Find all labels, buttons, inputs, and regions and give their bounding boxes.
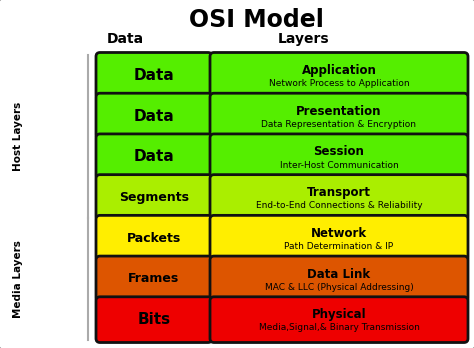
FancyBboxPatch shape bbox=[210, 256, 468, 302]
FancyBboxPatch shape bbox=[96, 93, 212, 139]
Text: Session: Session bbox=[314, 145, 365, 158]
FancyBboxPatch shape bbox=[210, 53, 468, 98]
Text: Data Link: Data Link bbox=[308, 268, 371, 280]
Text: Data: Data bbox=[134, 149, 174, 164]
Text: Network Process to Application: Network Process to Application bbox=[269, 79, 410, 88]
Text: Data Representation & Encryption: Data Representation & Encryption bbox=[262, 120, 417, 129]
Text: MAC & LLC (Physical Addressing): MAC & LLC (Physical Addressing) bbox=[264, 283, 413, 292]
FancyBboxPatch shape bbox=[210, 175, 468, 220]
Text: Inter-Host Communication: Inter-Host Communication bbox=[280, 160, 398, 169]
Text: Segments: Segments bbox=[119, 191, 189, 204]
Text: Physical: Physical bbox=[312, 308, 366, 321]
Text: Media Layers: Media Layers bbox=[13, 240, 23, 318]
Text: Presentation: Presentation bbox=[296, 105, 382, 118]
FancyBboxPatch shape bbox=[210, 297, 468, 342]
Text: Frames: Frames bbox=[128, 272, 180, 285]
Text: Host Layers: Host Layers bbox=[13, 102, 23, 171]
Text: Data: Data bbox=[107, 32, 144, 46]
FancyBboxPatch shape bbox=[210, 134, 468, 180]
FancyBboxPatch shape bbox=[96, 256, 212, 302]
Text: Application: Application bbox=[301, 64, 376, 77]
FancyBboxPatch shape bbox=[210, 215, 468, 261]
Text: Media,Signal,& Binary Transmission: Media,Signal,& Binary Transmission bbox=[258, 323, 419, 332]
FancyBboxPatch shape bbox=[96, 175, 212, 220]
Text: Packets: Packets bbox=[127, 232, 181, 245]
Text: Path Determination & IP: Path Determination & IP bbox=[284, 242, 393, 251]
Text: Bits: Bits bbox=[137, 312, 171, 327]
Text: Data: Data bbox=[134, 68, 174, 83]
Text: Layers: Layers bbox=[278, 32, 329, 46]
FancyBboxPatch shape bbox=[96, 53, 212, 98]
Text: Transport: Transport bbox=[307, 186, 371, 199]
Text: Network: Network bbox=[311, 227, 367, 240]
Text: Data: Data bbox=[134, 109, 174, 124]
FancyBboxPatch shape bbox=[96, 297, 212, 342]
FancyBboxPatch shape bbox=[210, 93, 468, 139]
Text: End-to-End Connections & Reliability: End-to-End Connections & Reliability bbox=[255, 201, 422, 210]
FancyBboxPatch shape bbox=[96, 215, 212, 261]
FancyBboxPatch shape bbox=[96, 134, 212, 180]
Text: OSI Model: OSI Model bbox=[189, 8, 323, 32]
